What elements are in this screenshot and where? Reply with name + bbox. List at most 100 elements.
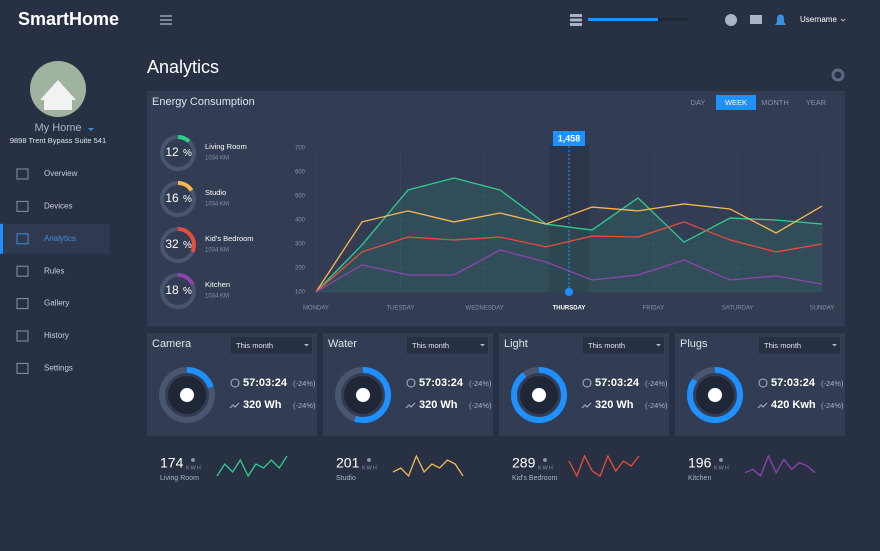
tab[interactable]: MONTH bbox=[761, 98, 789, 107]
nav-icon[interactable] bbox=[16, 200, 29, 212]
nav-active-bar bbox=[0, 223, 3, 254]
bell-icon[interactable] bbox=[775, 14, 786, 25]
nav-item[interactable]: History bbox=[44, 331, 69, 340]
room-percent-sign: % bbox=[183, 286, 192, 297]
x-tick-label: TUESDAY bbox=[386, 306, 414, 312]
device-time: 57:03:24 bbox=[595, 377, 640, 389]
trend-icon bbox=[405, 402, 416, 409]
tab[interactable]: YEAR bbox=[806, 98, 827, 107]
device-energy: 320 Wh bbox=[243, 399, 282, 411]
room-name: Kid's Bedroom bbox=[205, 234, 254, 243]
device-title: Plugs bbox=[680, 338, 708, 350]
y-tick-label: 200 bbox=[295, 266, 306, 272]
logo: SmartHome bbox=[18, 9, 119, 29]
device-time: 57:03:24 bbox=[419, 377, 464, 389]
period-caret[interactable] bbox=[656, 344, 661, 347]
address: 9898 Trent Bypass Suite 541 bbox=[10, 136, 106, 145]
stat-dot bbox=[719, 458, 723, 462]
room-sub: 1034 KM bbox=[205, 202, 229, 208]
device-icon bbox=[180, 388, 194, 402]
x-tick-label: SATURDAY bbox=[722, 306, 754, 312]
stat-label: Kitchen bbox=[688, 475, 711, 482]
period-caret[interactable] bbox=[480, 344, 485, 347]
device-icon bbox=[356, 388, 370, 402]
ring-value bbox=[160, 181, 196, 217]
y-tick-label: 400 bbox=[295, 218, 306, 224]
user-caret[interactable] bbox=[840, 18, 846, 22]
sparkline bbox=[744, 454, 816, 478]
period-select[interactable] bbox=[759, 337, 840, 354]
room-sub: 1034 KM bbox=[205, 294, 229, 300]
time-change: (-24%) bbox=[293, 379, 316, 388]
x-tick-label: THURSDAY bbox=[553, 306, 586, 312]
nav-item[interactable]: Devices bbox=[44, 202, 72, 211]
tooltip-label: 1,458 bbox=[558, 133, 581, 143]
period-select[interactable] bbox=[231, 337, 312, 354]
stat-dot bbox=[367, 458, 371, 462]
trend-icon bbox=[229, 402, 240, 409]
nav-icon[interactable] bbox=[16, 362, 29, 374]
device-icon bbox=[708, 388, 722, 402]
period-label[interactable]: This month bbox=[764, 341, 801, 350]
nav-item[interactable]: Overview bbox=[44, 169, 78, 178]
device-title: Water bbox=[328, 338, 357, 350]
device-icon bbox=[532, 388, 546, 402]
time-change: (-24%) bbox=[645, 379, 668, 388]
room-name: Kitchen bbox=[205, 280, 230, 289]
settings-gear[interactable] bbox=[831, 68, 845, 82]
period-select[interactable] bbox=[407, 337, 488, 354]
y-tick-label: 600 bbox=[295, 170, 306, 176]
nav-icon[interactable] bbox=[16, 298, 29, 310]
room-name: Studio bbox=[205, 188, 226, 197]
trend-icon bbox=[757, 402, 768, 409]
room-percent-sign: % bbox=[183, 194, 192, 205]
stat-unit: KWH bbox=[538, 465, 554, 471]
stat-value: 174 bbox=[160, 455, 184, 471]
period-caret[interactable] bbox=[832, 344, 837, 347]
sparkline bbox=[216, 455, 288, 478]
room-name: Living Room bbox=[205, 142, 247, 151]
ring-value bbox=[511, 367, 567, 423]
home-name[interactable]: My Home bbox=[34, 122, 81, 134]
room-sub: 1034 KM bbox=[205, 248, 229, 254]
nav-item[interactable]: Gallery bbox=[44, 299, 69, 308]
tab[interactable]: DAY bbox=[691, 98, 706, 107]
period-label[interactable]: This month bbox=[588, 341, 625, 350]
room-percent-sign: % bbox=[183, 148, 192, 159]
nav-item[interactable]: Rules bbox=[44, 266, 64, 275]
ring-value bbox=[687, 367, 743, 423]
avatar-house bbox=[40, 80, 76, 110]
tab[interactable]: WEEK bbox=[725, 98, 747, 107]
stat-unit: KWH bbox=[362, 465, 378, 471]
x-tick-label: FRIDAY bbox=[643, 306, 665, 312]
help-icon[interactable] bbox=[725, 14, 737, 26]
tab-active[interactable] bbox=[716, 95, 756, 110]
progress-bar bbox=[588, 18, 658, 21]
period-label[interactable]: This month bbox=[412, 341, 449, 350]
home-caret[interactable] bbox=[88, 128, 94, 131]
y-tick-label: 700 bbox=[295, 146, 306, 152]
mail-icon[interactable] bbox=[750, 15, 762, 24]
sparkline bbox=[392, 454, 464, 478]
nav-icon[interactable] bbox=[16, 265, 29, 277]
period-select[interactable] bbox=[583, 337, 664, 354]
nav-item[interactable]: Settings bbox=[44, 364, 73, 373]
nav-icon[interactable] bbox=[16, 168, 29, 180]
stat-dot bbox=[191, 458, 195, 462]
stat-label: Studio bbox=[336, 475, 356, 482]
nav-active-bg bbox=[0, 223, 110, 254]
stat-label: Kid's Bedroom bbox=[512, 475, 557, 482]
period-caret[interactable] bbox=[304, 344, 309, 347]
ring-value bbox=[159, 367, 215, 423]
device-energy: 320 Wh bbox=[595, 399, 634, 411]
list-icon[interactable] bbox=[570, 14, 582, 26]
username[interactable]: Username bbox=[800, 15, 837, 24]
clock-icon bbox=[758, 378, 768, 388]
clock-icon bbox=[230, 378, 240, 388]
menu-icon[interactable] bbox=[160, 15, 172, 25]
period-label[interactable]: This month bbox=[236, 341, 273, 350]
nav-icon[interactable] bbox=[16, 330, 29, 342]
y-tick-label: 500 bbox=[295, 194, 306, 200]
nav-item[interactable]: Analytics bbox=[44, 234, 76, 243]
nav-icon[interactable] bbox=[16, 233, 29, 245]
